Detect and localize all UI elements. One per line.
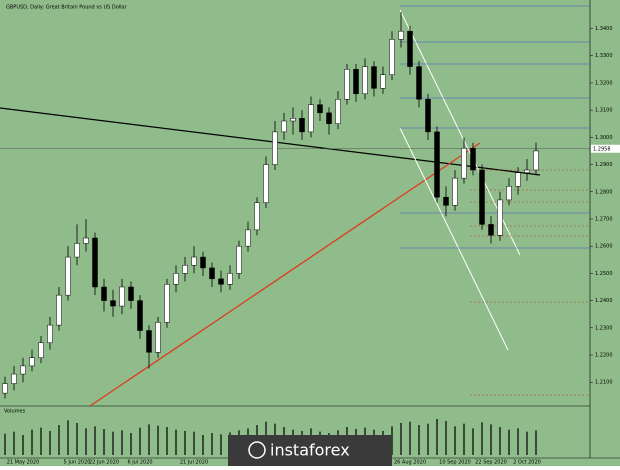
- y-tick-label: 1.2900: [595, 162, 613, 168]
- logo-icon: [248, 441, 266, 459]
- candle-body: [479, 169, 485, 225]
- candle-body: [515, 172, 521, 187]
- candle-body: [443, 196, 449, 206]
- candle-body: [353, 69, 359, 95]
- candle-body: [110, 300, 116, 307]
- candle-body: [416, 66, 422, 100]
- candle-body: [38, 342, 44, 358]
- current-price-box: [591, 144, 620, 153]
- x-tick-label: 26 Aug 2020: [394, 460, 426, 466]
- y-tick-label: 1.3400: [595, 26, 613, 32]
- y-tick-label: 1.2700: [595, 216, 613, 222]
- candle-body: [380, 74, 386, 89]
- chart-title: GBPUSD, Daily: Great Britain Pound vs US…: [6, 5, 128, 11]
- candle-body: [155, 322, 161, 353]
- candle-body: [218, 278, 224, 285]
- y-tick-label: 1.2300: [595, 325, 613, 331]
- candle-body: [227, 273, 233, 285]
- candle-body: [164, 284, 170, 323]
- candle-body: [29, 357, 35, 367]
- y-tick-label: 1.3200: [595, 80, 613, 86]
- candle-body: [254, 202, 260, 231]
- candle-body: [245, 229, 251, 247]
- candle-body: [74, 243, 80, 258]
- candle-body: [326, 112, 332, 124]
- candle-body: [371, 66, 377, 89]
- candle-body: [362, 66, 368, 95]
- y-tick-label: 1.2200: [595, 353, 613, 359]
- candle-body: [389, 39, 395, 75]
- y-tick-label: 1.3100: [595, 108, 613, 114]
- candle-body: [146, 330, 152, 353]
- x-tick-label: 6 Jul 2020: [127, 460, 152, 466]
- candle-body: [20, 365, 26, 375]
- candle-body: [497, 199, 503, 236]
- candle-body: [263, 164, 269, 203]
- candle-body: [200, 256, 206, 269]
- candle-body: [317, 104, 323, 114]
- target-levels: [470, 169, 590, 396]
- x-tick-label: 22 Jun 2020: [89, 460, 119, 466]
- candle-body: [65, 256, 71, 296]
- candle-body: [236, 245, 242, 274]
- y-tick-label: 1.2400: [595, 298, 613, 304]
- candle-body: [335, 98, 341, 124]
- candle-body: [308, 104, 314, 133]
- y-tick-label: 1.3000: [595, 135, 613, 141]
- channel-line: [399, 127, 509, 351]
- candle-body: [137, 300, 143, 331]
- support-line: [89, 142, 481, 407]
- candle-body: [2, 383, 8, 394]
- current-price-label: 1.2958: [593, 146, 611, 152]
- candle-body: [281, 120, 287, 133]
- candle-body: [290, 118, 296, 122]
- x-tick-label: 5 Jun 2020: [64, 460, 91, 466]
- y-tick-label: 1.2100: [595, 380, 613, 386]
- candle-body: [344, 69, 350, 100]
- x-tick-label: 22 Sep 2020: [475, 460, 507, 466]
- candle-body: [47, 324, 53, 344]
- candle-body: [461, 147, 467, 179]
- candle-body: [83, 237, 89, 244]
- y-tick-label: 1.2500: [595, 271, 613, 277]
- volume-title: Volumes: [4, 409, 26, 415]
- candle-body: [506, 186, 512, 201]
- candle-body: [434, 131, 440, 198]
- candle-body: [128, 286, 134, 301]
- fibo-levels: [400, 5, 590, 249]
- candle-body: [272, 131, 278, 165]
- candle-body: [11, 373, 17, 384]
- candle-body: [209, 267, 215, 280]
- candle-body: [452, 177, 458, 206]
- x-tick-label: 21 May 2020: [7, 460, 40, 466]
- y-tick-label: 1.3300: [595, 53, 613, 59]
- candle-body: [119, 286, 125, 307]
- y-tick-label: 1.2600: [595, 244, 613, 250]
- logo-box: [228, 435, 392, 466]
- x-tick-label: 21 Jul 2020: [180, 460, 208, 466]
- candle-body: [56, 294, 62, 326]
- candle-body: [524, 169, 530, 173]
- candle-body: [182, 264, 188, 274]
- candle-body: [173, 273, 179, 285]
- candle-body: [488, 224, 494, 236]
- candle-body: [533, 150, 539, 171]
- logo: instaforex: [270, 441, 350, 460]
- candle-body: [407, 30, 413, 67]
- y-tick-label: 1.2800: [595, 189, 613, 195]
- candle-body: [470, 147, 476, 171]
- candle-body: [92, 237, 98, 288]
- x-tick-label: 10 Sep 2020: [439, 460, 471, 466]
- x-tick-label: 2 Oct 2020: [513, 460, 541, 466]
- candle-body: [425, 98, 431, 133]
- candle-body: [101, 286, 107, 301]
- candle-body: [299, 118, 305, 133]
- candle-body: [191, 256, 197, 266]
- candle-body: [398, 30, 404, 40]
